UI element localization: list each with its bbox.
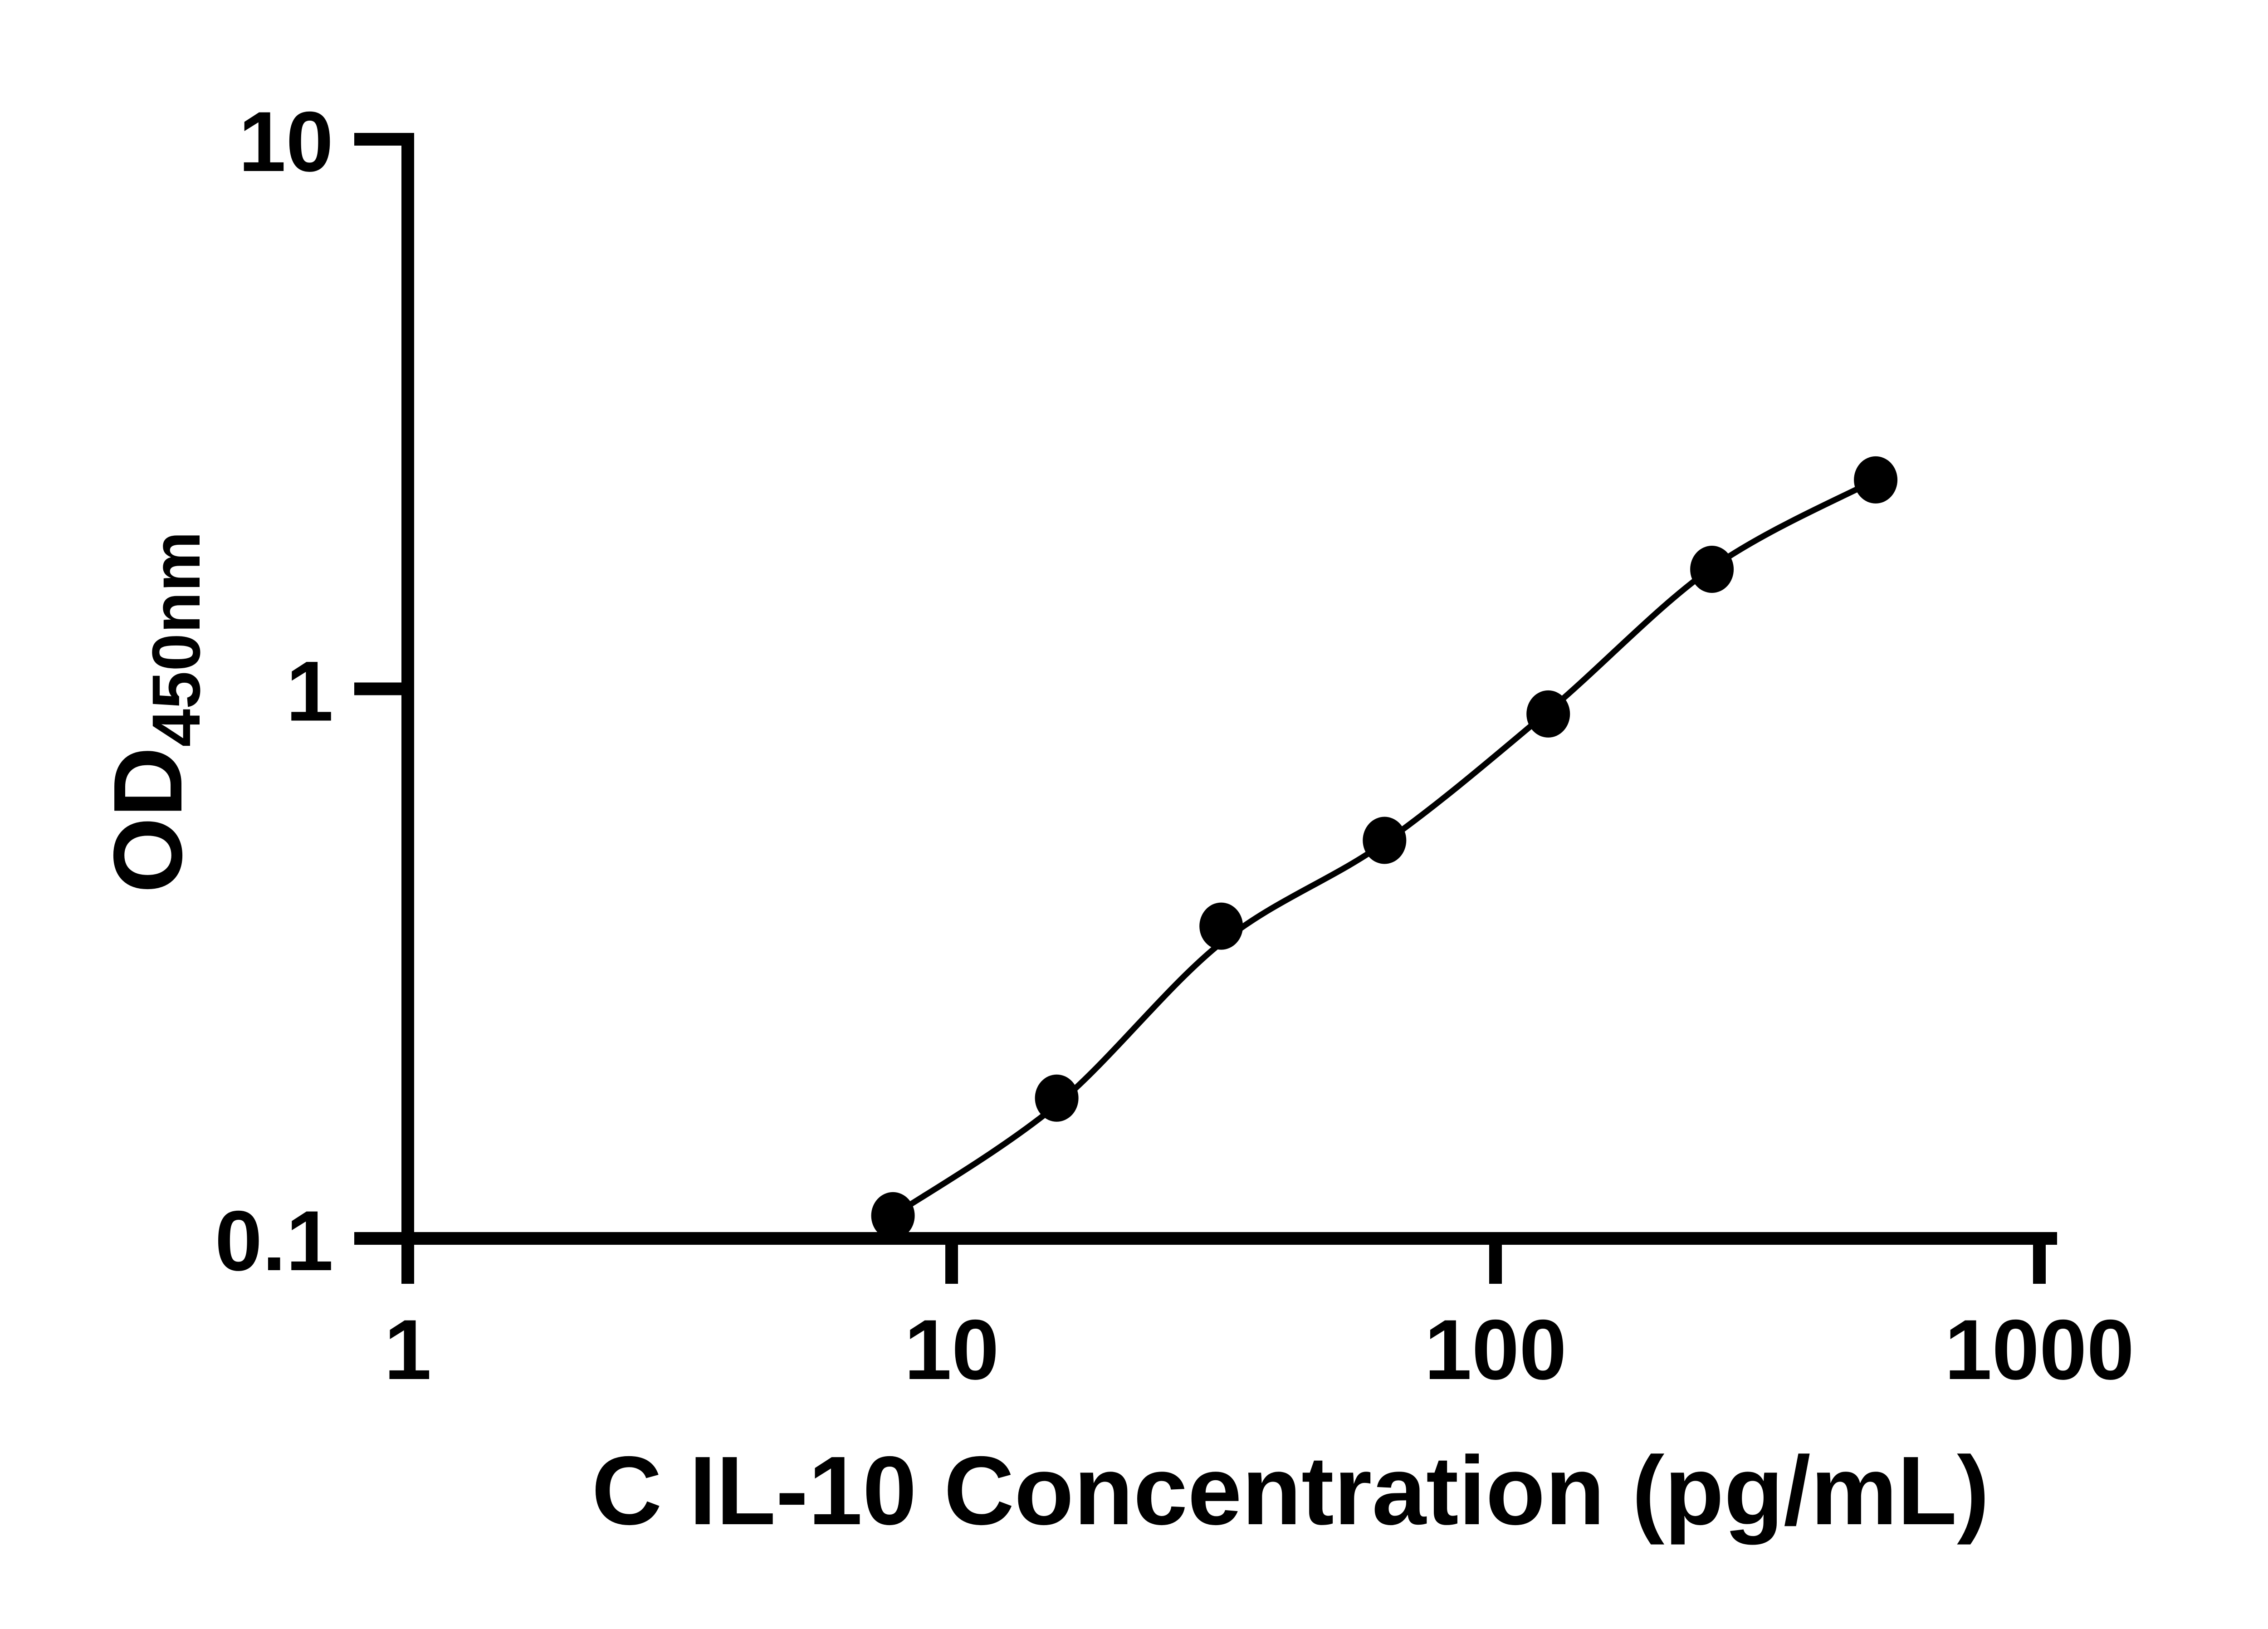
data-point-marker: [1363, 817, 1407, 864]
x-tick-label: 100: [1424, 1302, 1567, 1397]
y-axis-ticks: [354, 133, 408, 1245]
data-point-marker: [1199, 902, 1243, 950]
data-point-marker: [1854, 456, 1898, 504]
y-axis-title: OD450nm: [93, 531, 214, 893]
y-tick-label: 1: [286, 644, 333, 739]
x-tick-label: 10: [904, 1302, 999, 1397]
data-point-marker: [1526, 690, 1570, 738]
data-points: [871, 456, 1898, 1239]
x-tick-label: 1: [384, 1302, 432, 1397]
x-axis-tick-labels: 1 10 100 1000: [384, 1302, 2134, 1397]
x-axis-ticks: [401, 1238, 2046, 1284]
y-tick-label: 0.1: [215, 1193, 333, 1288]
y-axis-title-main: OD: [93, 747, 202, 893]
y-axis-title-subscript: 450nm: [138, 531, 214, 747]
x-axis-title: C IL-10 Concentration (pg/mL): [591, 1436, 1989, 1545]
x-tick-label: 1000: [1945, 1302, 2134, 1397]
data-point-marker: [871, 1192, 915, 1239]
data-point-marker: [1035, 1074, 1079, 1122]
data-point-marker: [1690, 546, 1734, 593]
y-tick-label: 10: [239, 94, 333, 189]
y-axis-tick-labels: 10 1 0.1: [215, 94, 333, 1288]
